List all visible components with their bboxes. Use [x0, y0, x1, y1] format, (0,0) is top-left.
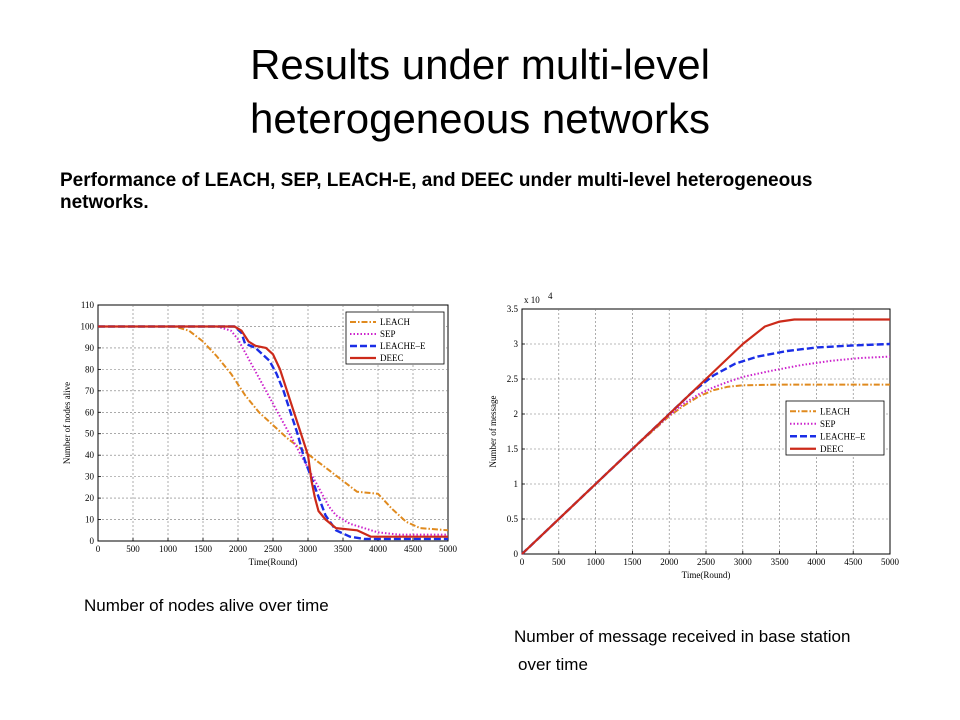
y-tick-label: 1 [514, 479, 519, 489]
x-tick-label: 500 [552, 557, 566, 567]
x-tick-label: 3000 [734, 557, 753, 567]
x-tick-label: 3500 [771, 557, 790, 567]
x-tick-label: 1500 [194, 544, 213, 554]
caption-messages-line1: Number of message received in base stati… [514, 627, 851, 646]
y-tick-label: 60 [85, 407, 95, 417]
caption-nodes-alive: Number of nodes alive over time [84, 596, 329, 615]
y-tick-label: 80 [85, 364, 95, 374]
y-tick-label: 70 [85, 386, 95, 396]
y-tick-label: 0 [90, 536, 95, 546]
slide-title-line1: Results under multi-level [250, 41, 710, 88]
x-tick-label: 1000 [159, 544, 178, 554]
x-tick-label: 3500 [334, 544, 353, 554]
y-multiplier-exponent: 4 [548, 291, 553, 301]
series-line-leache-e [98, 325, 448, 541]
slide-subtitle: Performance of LEACH, SEP, LEACH-E, and … [60, 170, 813, 213]
nodes-alive-chart: 0 500 1000 1500 2000 2500 3000 3500 4000 4500 5000… [62, 300, 458, 567]
y-tick-label: 3 [514, 339, 519, 349]
y-tick-label: 1.5 [507, 444, 519, 454]
x-tick-label: 2500 [264, 544, 283, 554]
legend-label: DEEC [820, 444, 844, 454]
y-tick-label: 3.5 [507, 304, 519, 314]
y-axis-label: Number of nodes alive [62, 382, 72, 464]
y-tick-label: 30 [85, 472, 95, 482]
y-tick-label: 110 [81, 300, 95, 310]
y-axis-label: Number of message [488, 396, 498, 468]
x-tick-label: 2000 [229, 544, 248, 554]
legend-label: LEACHE–E [380, 341, 426, 351]
series-line-deec [98, 325, 448, 538]
x-tick-label: 500 [126, 544, 140, 554]
y-multiplier-label: x 10 [524, 295, 540, 305]
y-tick-label: 40 [85, 450, 95, 460]
y-tick-label: 0 [514, 549, 519, 559]
x-tick-label: 1500 [623, 557, 642, 567]
slide-title: Results under multi-level heterogeneous … [0, 38, 960, 146]
legend-label: LEACH [380, 317, 410, 327]
legend-label: SEP [380, 329, 396, 339]
y-tick-label: 90 [85, 343, 95, 353]
y-tick-label: 2.5 [507, 374, 519, 384]
x-tick-label: 3000 [299, 544, 318, 554]
y-tick-label: 20 [85, 493, 95, 503]
x-tick-label: 4500 [844, 557, 863, 567]
messages-received-chart: 0 500 1000 1500 2000 2500 3000 3500 4000 4500 5000… [488, 291, 900, 580]
x-axis-label: Time(Round) [682, 570, 731, 580]
y-tick-label: 100 [81, 321, 95, 331]
caption-messages-line2: over time [518, 655, 588, 674]
legend-label: DEEC [380, 353, 404, 363]
x-tick-label: 1000 [587, 557, 606, 567]
x-tick-label: 2500 [697, 557, 716, 567]
x-axis-label: Time(Round) [249, 557, 298, 567]
x-tick-label: 4500 [404, 544, 423, 554]
legend-box [785, 400, 885, 456]
x-tick-label: 2000 [660, 557, 679, 567]
x-tick-label: 4000 [807, 557, 826, 567]
y-tick-label: 10 [85, 515, 95, 525]
legend-label: LEACH [820, 406, 850, 416]
y-tick-label: 50 [85, 429, 95, 439]
series-line-deec [521, 318, 890, 555]
y-tick-label: 2 [514, 409, 519, 419]
x-tick-label: 0 [520, 557, 525, 567]
slide-title-line2: heterogeneous networks [250, 95, 710, 142]
x-tick-label: 4000 [369, 544, 388, 554]
x-tick-label: 5000 [439, 544, 458, 554]
x-tick-label: 5000 [881, 557, 900, 567]
legend-box [345, 311, 445, 365]
series-line-sep [98, 325, 448, 536]
legend-label: LEACHE–E [820, 431, 866, 441]
x-tick-label: 0 [96, 544, 101, 554]
y-tick-label: 0.5 [507, 514, 519, 524]
legend-label: SEP [820, 419, 836, 429]
